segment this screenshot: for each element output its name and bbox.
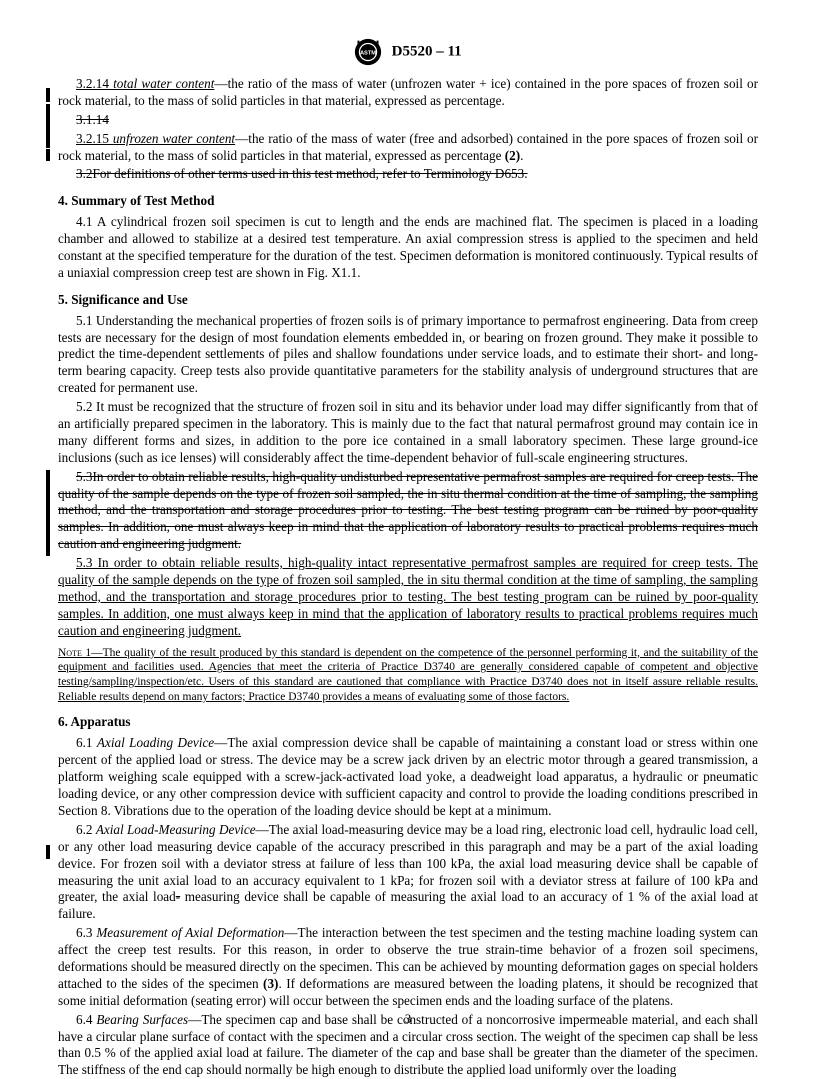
para-6-3-term: Measurement of Axial Deformation — [96, 925, 284, 940]
def-3-2-14-num: 3.2.14 — [76, 76, 109, 91]
para-6-2-term: Axial Load-Measuring Device — [96, 822, 256, 837]
para-3-1-14-strike: 3.1.14 — [58, 112, 758, 129]
para-6-1-term: Axial Loading Device — [97, 735, 214, 750]
para-5-1: 5.1 Understanding the mechanical propert… — [58, 313, 758, 397]
para-3-2-strike: 3.2For definitions of other terms used i… — [58, 166, 758, 183]
para-3-2-15: 3.2.15 unfrozen water content—the ratio … — [58, 131, 758, 165]
section-5-title: 5. Significance and Use — [58, 292, 758, 309]
para-4-1: 4.1 A cylindrical frozen soil specimen i… — [58, 214, 758, 282]
text-3-1-14: 3.1.14 — [76, 112, 109, 127]
changebar — [46, 470, 50, 556]
section-6-title: 6. Apparatus — [58, 714, 758, 731]
para-5-3-new: 5.3 In order to obtain reliable results,… — [58, 555, 758, 639]
section-4-title: 4. Summary of Test Method — [58, 193, 758, 210]
def-3-2-15-tail: . — [520, 148, 523, 163]
para-6-2-num: 6.2 — [76, 822, 96, 837]
page-header: ASTM D5520 – 11 — [58, 38, 758, 66]
para-6-3-ref: (3) — [263, 976, 278, 991]
changebar — [46, 845, 50, 859]
para-5-3-strike: 5.3In order to obtain reliable results, … — [58, 469, 758, 553]
changebar — [46, 88, 50, 102]
para-6-2: 6.2 Axial Load-Measuring Device—The axia… — [58, 822, 758, 923]
changebar — [46, 104, 50, 148]
text-3-2-strike: 3.2For definitions of other terms used i… — [76, 166, 528, 181]
para-6-1: 6.1 Axial Loading Device—The axial compr… — [58, 735, 758, 819]
text-5-3-new: 5.3 In order to obtain reliable results,… — [58, 555, 758, 638]
para-3-2-14: 3.2.14 total water content—the ratio of … — [58, 76, 758, 110]
def-3-2-14-term: total water content — [109, 76, 214, 91]
changebar — [46, 149, 50, 161]
note-1-label: Note 1— — [58, 647, 103, 659]
para-5-2: 5.2 It must be recognized that the struc… — [58, 399, 758, 467]
para-6-1-num: 6.1 — [76, 735, 97, 750]
para-6-3: 6.3 Measurement of Axial Deformation—The… — [58, 925, 758, 1009]
text-5-3-strike: 5.3In order to obtain reliable results, … — [58, 469, 758, 552]
svg-text:ASTM: ASTM — [360, 51, 376, 57]
note-1: Note 1—The quality of the result produce… — [58, 646, 758, 705]
def-3-2-15-ref: (2) — [505, 148, 520, 163]
page-number: 3 — [0, 1011, 816, 1028]
para-6-3-num: 6.3 — [76, 925, 96, 940]
astm-logo-icon: ASTM — [354, 38, 382, 66]
standard-designation: D5520 – 11 — [392, 43, 462, 59]
def-3-2-15-term: unfrozen water content — [109, 131, 235, 146]
def-3-2-15-num: 3.2.15 — [76, 131, 109, 146]
note-1-content: Note 1—The quality of the result produce… — [58, 647, 758, 703]
note-1-body: The quality of the result produced by th… — [58, 647, 758, 703]
